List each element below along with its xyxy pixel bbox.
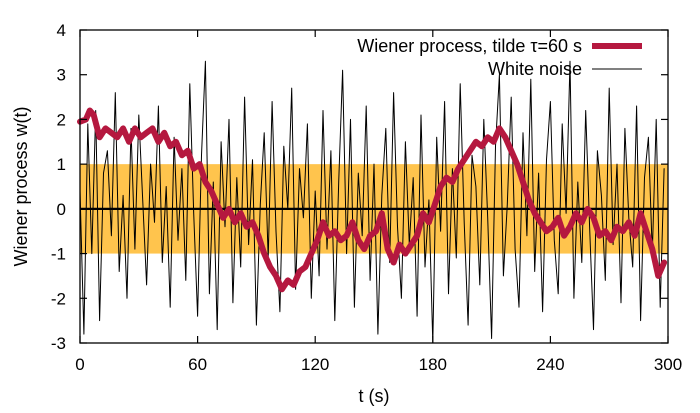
wiener-series-line — [77, 107, 668, 293]
x-tick-label: 180 — [419, 355, 447, 374]
x-axis-label: t (s) — [359, 386, 390, 406]
legend: Wiener process, tilde τ=60 s White noise — [357, 36, 642, 79]
x-tick-label: 300 — [654, 355, 682, 374]
x-tick-label: 240 — [536, 355, 564, 374]
y-axis-label: Wiener process w(t) — [11, 106, 31, 266]
y-tick-label: 1 — [57, 155, 66, 174]
legend-label: White noise — [488, 59, 582, 79]
x-tick-label: 0 — [75, 355, 84, 374]
y-tick-label: 4 — [57, 21, 66, 40]
y-tick-label: 0 — [57, 200, 66, 219]
series-layer — [77, 60, 668, 344]
white-noise-series-line — [79, 60, 665, 344]
y-tick-label: -1 — [51, 245, 66, 264]
x-tick-label: 120 — [301, 355, 329, 374]
ticks-layer: 0 60 120 180 240 300 -3 -2 -1 0 1 2 3 4 — [51, 21, 682, 374]
y-tick-label: -2 — [51, 289, 66, 308]
legend-label: Wiener process, tilde τ=60 s — [357, 36, 582, 56]
x-tick-label: 60 — [188, 355, 207, 374]
plot-frame — [79, 29, 669, 344]
axes-layer — [79, 29, 669, 344]
y-tick-label: 3 — [57, 66, 66, 85]
y-tick-label: -3 — [51, 334, 66, 353]
y-tick-label: 2 — [57, 110, 66, 129]
